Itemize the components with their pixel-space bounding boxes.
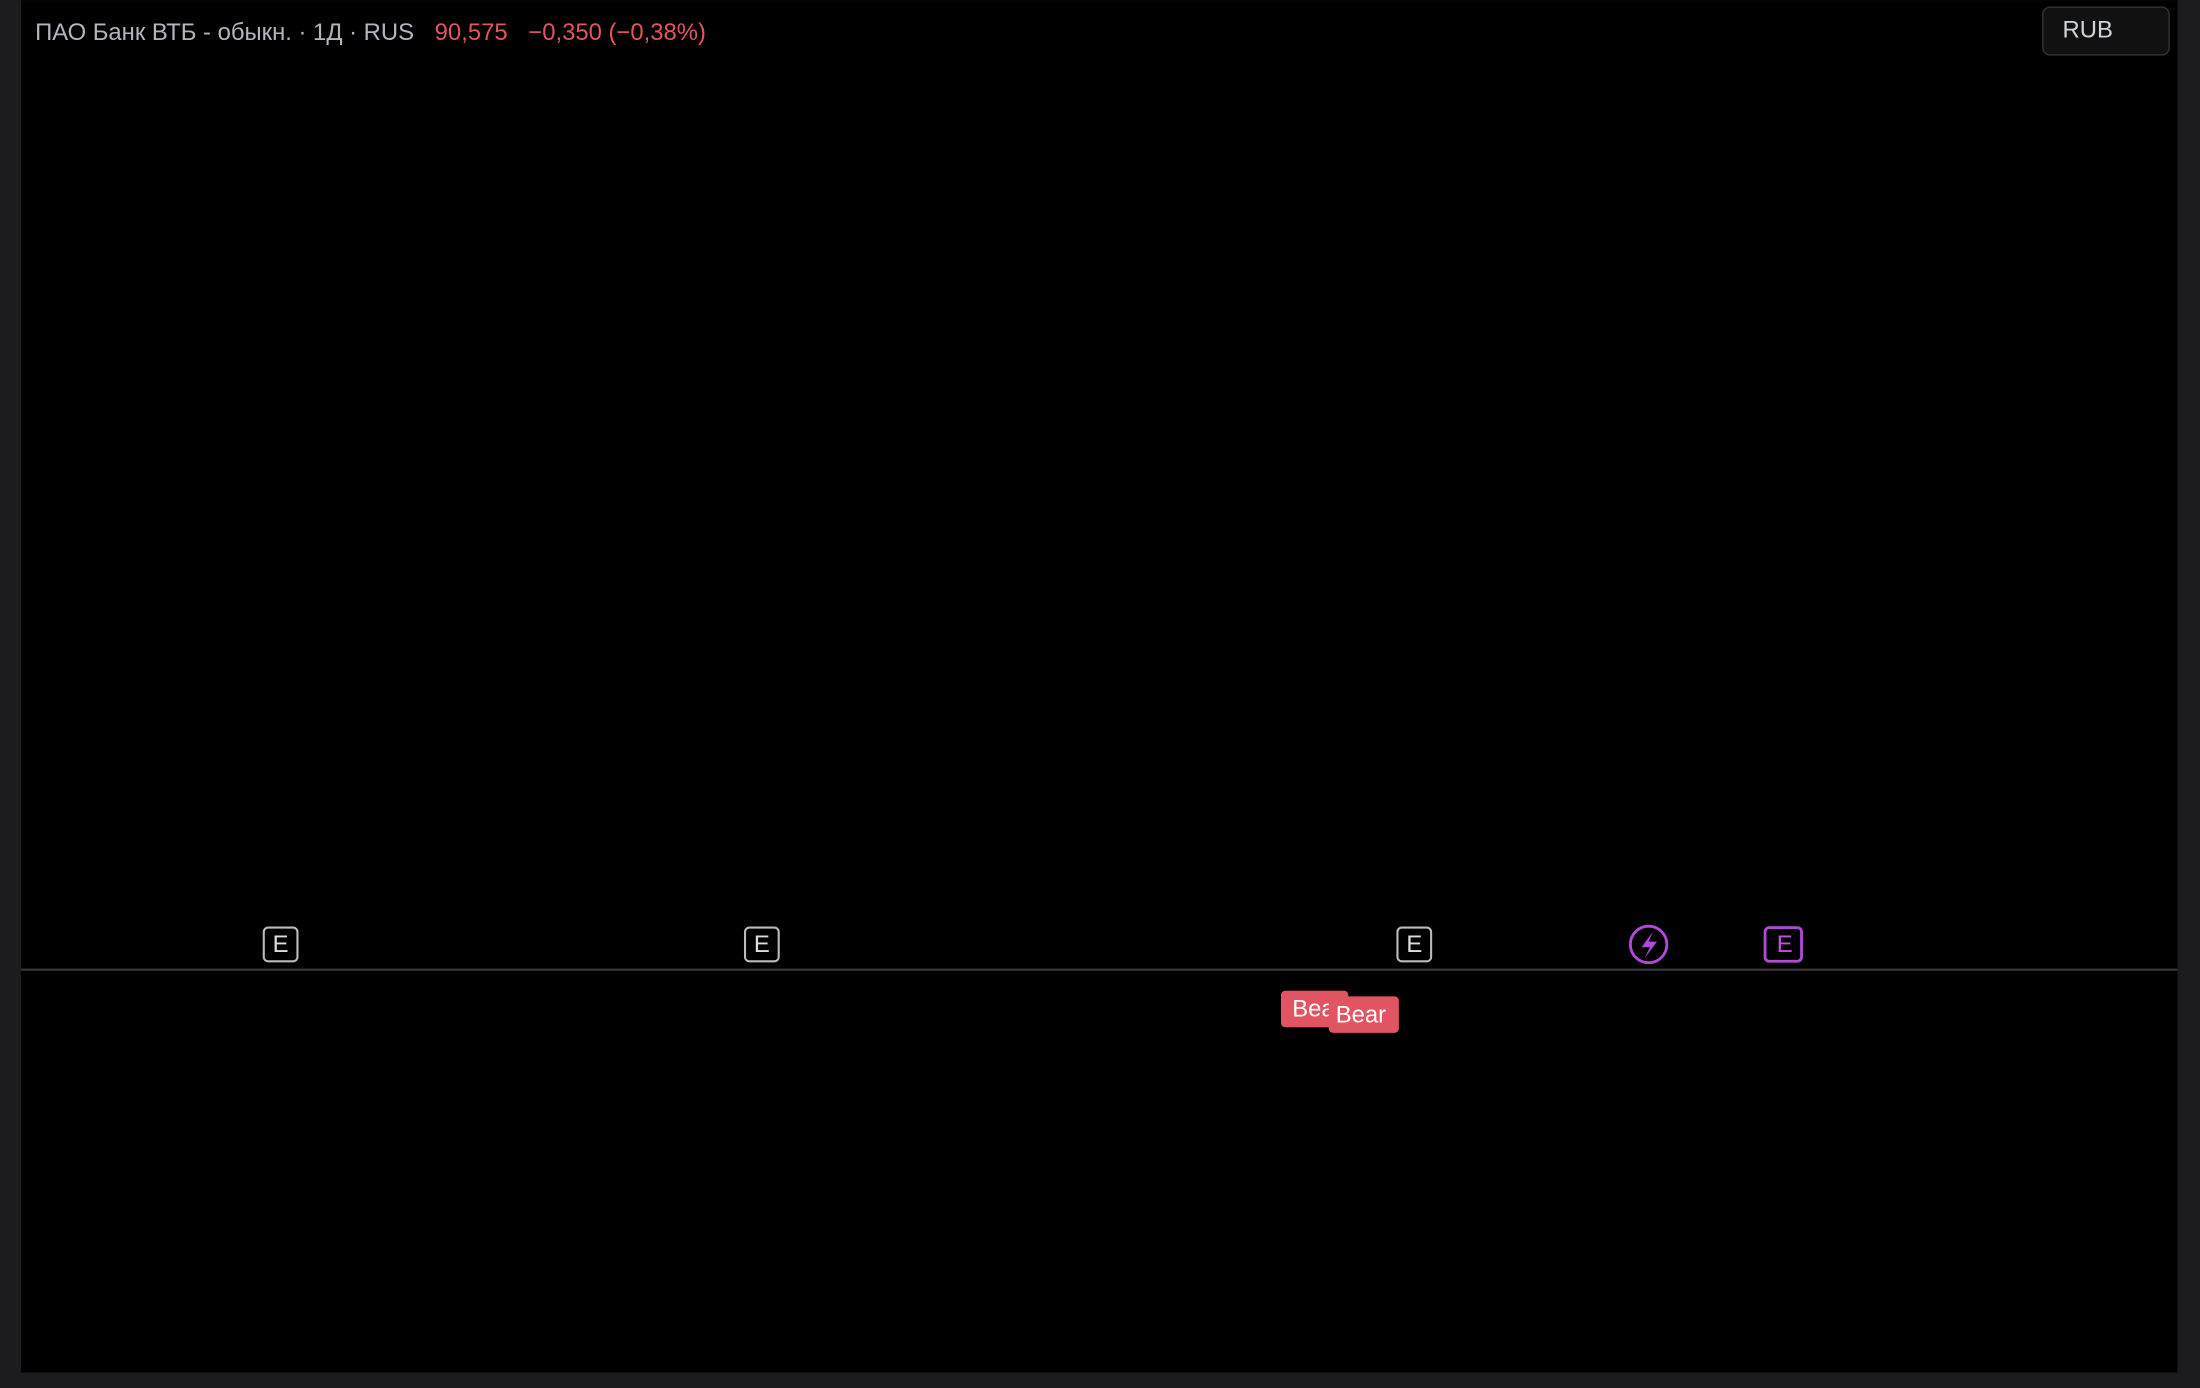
earnings-badge[interactable]: E	[743, 926, 780, 963]
symbol-title: ПАО Банк ВТБ - обыкн. · 1Д · RUS	[35, 19, 414, 46]
badge-text[interactable]: E	[273, 931, 289, 958]
badge-box[interactable]	[262, 926, 299, 963]
currency-button[interactable]: RUB	[2042, 6, 2170, 56]
badge-box[interactable]	[743, 926, 780, 963]
earnings-badge[interactable]: E	[1396, 926, 1433, 963]
badge-box[interactable]	[1763, 926, 1803, 963]
badge-box[interactable]	[1396, 926, 1433, 963]
price-change: −0,350 (−0,38%)	[528, 19, 706, 46]
currency-button-text[interactable]: RUB	[2063, 16, 2113, 43]
last-price: 90,575	[435, 19, 508, 46]
badge-text[interactable]: E	[1406, 931, 1422, 958]
rsi-signal[interactable]: Bear	[1328, 996, 1399, 1033]
chart-background	[21, 0, 2178, 1373]
badge-text[interactable]: E	[754, 931, 770, 958]
signal-text[interactable]: Bear	[1336, 1001, 1386, 1028]
signal-box[interactable]	[1328, 996, 1399, 1033]
dividend-icon[interactable]	[1628, 924, 1669, 965]
earnings-badge[interactable]: E	[262, 926, 299, 963]
icon-circle[interactable]	[1628, 924, 1669, 965]
chart-header: ПАО Банк ВТБ - обыкн. · 1Д · RUS 90,575 …	[35, 19, 706, 46]
future-earnings-badge[interactable]: E	[1763, 926, 1803, 963]
icon-bolt[interactable]	[1641, 931, 1658, 959]
badge-text[interactable]: E	[1777, 931, 1793, 958]
currency-button-box[interactable]	[2042, 6, 2170, 56]
